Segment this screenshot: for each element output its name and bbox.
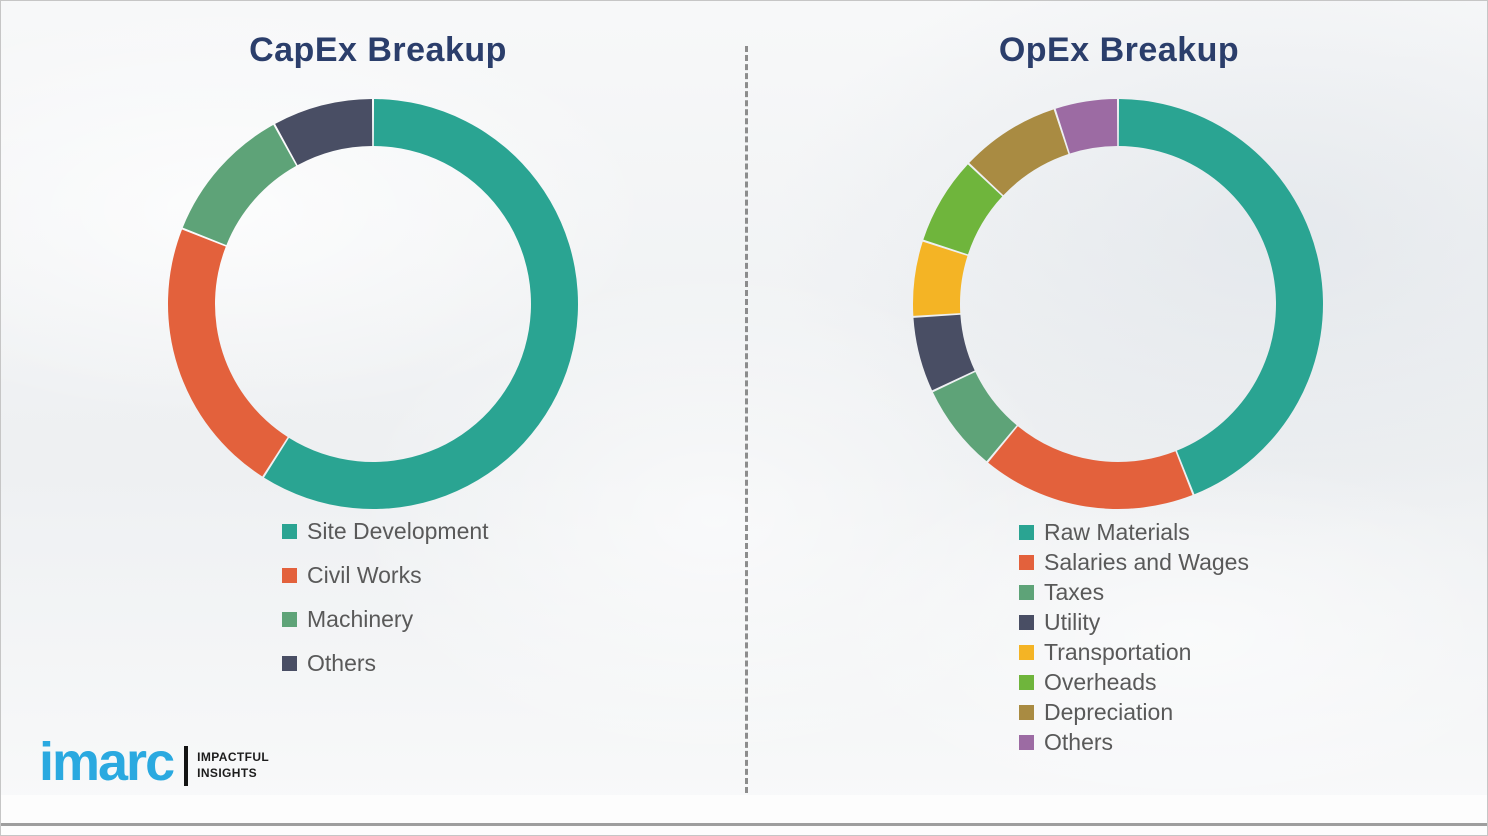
- legend-swatch: [282, 523, 297, 539]
- opex-chart-title: OpEx Breakup: [998, 31, 1240, 69]
- bottom-border-line: [1, 823, 1487, 826]
- opex-legend: Raw Materials Salaries and Wages Taxes Util…: [1019, 517, 1249, 757]
- legend-label: Overheads: [1044, 668, 1157, 695]
- donut-slice-overheads: [923, 164, 1003, 255]
- legend-label: Utility: [1044, 608, 1101, 635]
- legend-swatch: [282, 655, 297, 671]
- legend-label: Transportation: [1044, 638, 1192, 665]
- legend-swatch: [1019, 704, 1034, 720]
- legend-swatch: [282, 567, 297, 583]
- legend-item-transportation: Transportation: [1019, 637, 1249, 667]
- donut-slice-salaries-and-wages: [988, 426, 1193, 510]
- legend-item-utility: Utility: [1019, 607, 1249, 637]
- legend-label: Raw Materials: [1044, 518, 1190, 545]
- legend-swatch: [1019, 524, 1034, 540]
- donut-slice-raw-materials: [1118, 99, 1323, 495]
- capex-donut-chart: [167, 99, 579, 509]
- donut-slice-others: [275, 99, 373, 166]
- donut-slice-taxes: [932, 371, 1017, 462]
- legend-label: Site Development: [307, 517, 489, 544]
- legend-label: Machinery: [307, 605, 414, 632]
- legend-item-taxes: Taxes: [1019, 577, 1249, 607]
- legend-swatch: [1019, 614, 1034, 630]
- legend-swatch: [1019, 584, 1034, 600]
- logo-tagline-line2: INSIGHTS: [197, 766, 257, 780]
- section-divider-dashed-line: [745, 46, 748, 793]
- legend-item-depreciation: Depreciation: [1019, 697, 1249, 727]
- legend-item-salaries-and-wages: Salaries and Wages: [1019, 547, 1249, 577]
- capex-legend: Site Development Civil Works Machinery Othe…: [282, 509, 489, 685]
- capex-chart-title: CapEx Breakup: [249, 31, 507, 69]
- legend-swatch: [282, 611, 297, 627]
- legend-item-others: Others: [282, 641, 489, 685]
- logo-divider-bar: [184, 746, 189, 786]
- donut-slice-civil-works: [167, 229, 288, 477]
- opex-donut-chart: [912, 99, 1323, 510]
- legend-label: Others: [307, 649, 377, 676]
- legend-label: Others: [1044, 728, 1114, 755]
- donut-slice-depreciation: [969, 109, 1069, 196]
- legend-label: Taxes: [1044, 578, 1105, 605]
- donut-slice-utility: [913, 314, 975, 391]
- donut-slice-machinery: [182, 124, 297, 246]
- donut-slice-others: [1055, 99, 1118, 154]
- legend-label: Depreciation: [1044, 698, 1174, 725]
- logo-tagline-line1: IMPACTFUL: [197, 750, 270, 765]
- imarc-logo: imarc IMPACTFUL INSIGHTS: [39, 735, 269, 789]
- legend-label: Civil Works: [307, 561, 422, 588]
- legend-item-overheads: Overheads: [1019, 667, 1249, 697]
- legend-item-civil-works: Civil Works: [282, 553, 489, 597]
- donut-slice-transportation: [912, 241, 968, 316]
- legend-item-raw-materials: Raw Materials: [1019, 517, 1249, 547]
- bottom-band: [1, 795, 1487, 835]
- legend-item-machinery: Machinery: [282, 597, 489, 641]
- legend-item-site-development: Site Development: [282, 509, 489, 553]
- donut-slice-site-development: [264, 99, 579, 509]
- legend-swatch: [1019, 674, 1034, 690]
- legend-swatch: [1019, 644, 1034, 660]
- legend-label: Salaries and Wages: [1044, 548, 1249, 575]
- imarc-wordmark: imarc: [39, 732, 175, 792]
- logo-tagline: IMPACTFUL INSIGHTS: [197, 750, 269, 781]
- legend-item-others: Others: [1019, 727, 1249, 757]
- legend-swatch: [1019, 734, 1034, 750]
- legend-swatch: [1019, 554, 1034, 570]
